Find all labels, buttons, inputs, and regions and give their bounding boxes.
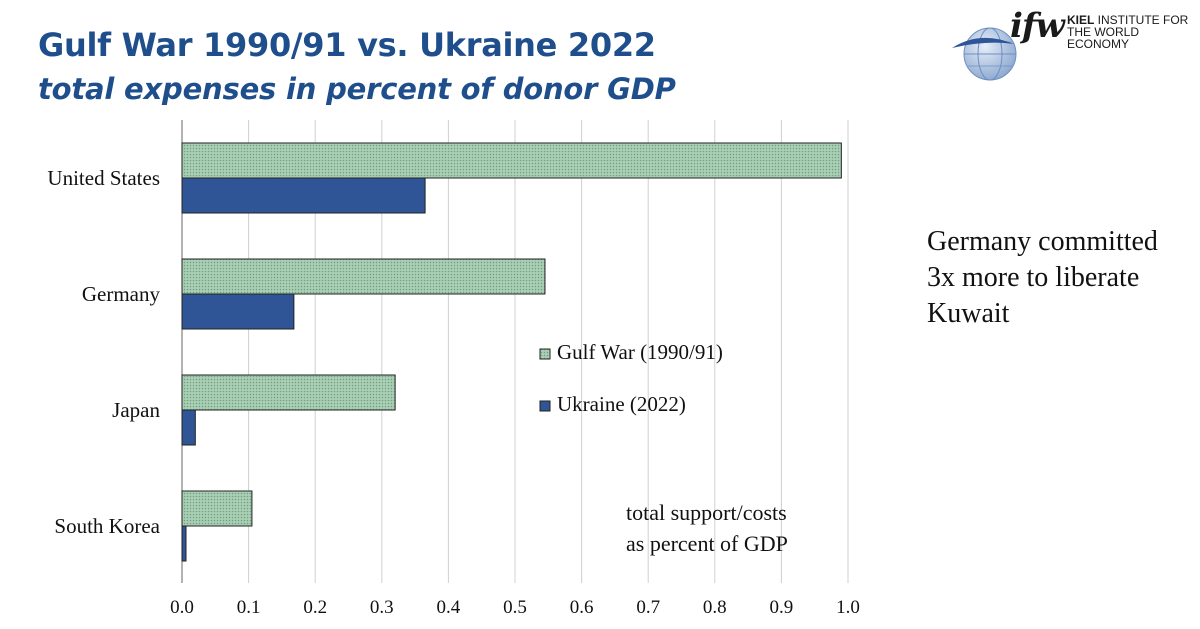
bar-ukraine <box>181 293 295 330</box>
x-tick-label: 0.9 <box>770 597 794 618</box>
bar-gulf-war <box>181 490 253 527</box>
logo-mark: ifw <box>1010 6 1065 46</box>
x-tick-label: 0.5 <box>503 597 527 618</box>
globe-icon <box>952 27 1017 81</box>
annotation-line: as percent of GDP <box>626 531 788 556</box>
x-tick-label: 0.0 <box>170 597 194 618</box>
side-note: Germany committed 3x more to liberate Ku… <box>927 226 1158 329</box>
x-tick-label: 0.3 <box>370 597 394 618</box>
logo-text-bold: KIEL <box>1067 13 1095 27</box>
legend: Gulf War (1990/91) Ukraine (2022) <box>539 340 723 416</box>
logo-text: KIEL INSTITUTE FOR THE WORLD ECONOMY <box>1067 14 1197 50</box>
x-tick-label: 0.7 <box>636 597 660 618</box>
x-tick-label: 0.2 <box>303 597 327 618</box>
bar-ukraine <box>181 177 426 214</box>
x-tick-label: 0.6 <box>570 597 594 618</box>
x-tick-label: 0.4 <box>437 597 461 618</box>
bar-gulf-war <box>181 258 546 295</box>
chart-annotation: total support/costs as percent of GDP <box>626 500 788 556</box>
x-tick-label: 0.1 <box>237 597 261 618</box>
category-label: United States <box>47 166 160 190</box>
legend-label: Ukraine (2022) <box>557 392 686 416</box>
category-label: Japan <box>112 398 160 422</box>
annotation-line: total support/costs <box>626 500 787 525</box>
bars <box>181 142 842 562</box>
legend-swatch <box>539 348 551 360</box>
category-labels: United States Germany Japan South Korea <box>47 166 160 538</box>
bar-ukraine <box>181 525 187 562</box>
chart-subtitle: total expenses in percent of donor GDP <box>38 72 676 106</box>
x-tick-label: 0.8 <box>703 597 727 618</box>
logo-text-line1: INSTITUTE FOR <box>1094 13 1189 27</box>
logo-text-line2: THE WORLD ECONOMY <box>1067 25 1139 51</box>
x-tick-label: 1.0 <box>836 597 860 618</box>
legend-swatch <box>539 400 551 412</box>
category-label: South Korea <box>54 514 160 538</box>
legend-label: Gulf War (1990/91) <box>557 340 723 364</box>
category-label: Germany <box>82 282 161 306</box>
chart-title: Gulf War 1990/91 vs. Ukraine 2022 <box>38 26 656 64</box>
bar-gulf-war <box>181 142 842 179</box>
bar-gulf-war <box>181 374 396 411</box>
ifw-logo: ifw KIEL INSTITUTE FOR THE WORLD ECONOMY <box>950 4 1200 88</box>
bar-ukraine <box>181 409 196 446</box>
